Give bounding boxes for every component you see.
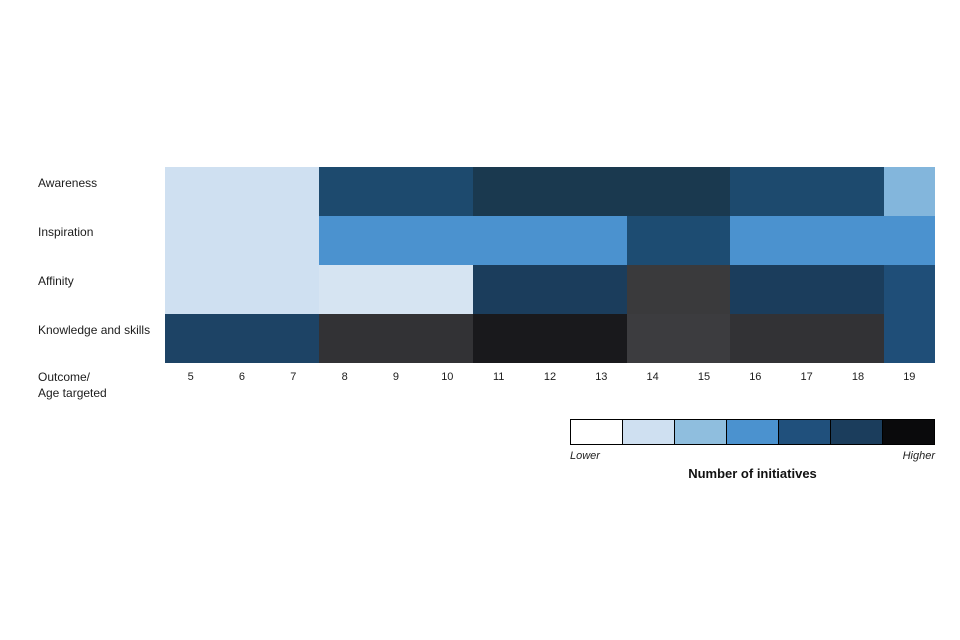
age-label-9: 9 (392, 371, 400, 383)
heatmap-cell-awareness-age-10 (421, 167, 473, 216)
axis-corner-label-line1: Outcome/ (38, 370, 91, 384)
heatmap-cell-affinity-age-13 (575, 265, 627, 314)
age-label-16: 16 (749, 371, 762, 383)
heatmap-cell-inspiration-age-17 (780, 216, 833, 265)
heatmap-cell-awareness-age-15 (678, 167, 730, 216)
age-label-10: 10 (441, 371, 454, 383)
age-axis-labels: 5 6 7 8 9 10 11 12 13 14 15 16 17 18 19 (165, 371, 935, 383)
heatmap-cell-inspiration-age-6 (216, 216, 268, 265)
row-labels: Awareness Inspiration Affinity Knowledge an… (38, 167, 158, 363)
heatmap-cell-inspiration-age-5 (165, 216, 217, 265)
legend-high-label: Higher (902, 450, 935, 462)
heatmap-cell-awareness-age-9 (370, 167, 422, 216)
heatmap-cell-inspiration-age-12 (524, 216, 576, 265)
heatmap-cell-knowledge-and-skills-age-6 (216, 314, 268, 363)
age-label-7: 7 (290, 371, 297, 383)
heatmap-cell-inspiration-age-7 (267, 216, 319, 265)
heatmap-cell-knowledge-and-skills-age-7 (267, 314, 319, 363)
heatmap-cell-inspiration-age-10 (421, 216, 473, 265)
heatmap-cell-affinity-age-19 (883, 265, 935, 314)
heatmap-cell-affinity-age-11 (472, 265, 525, 314)
legend-swatch-1 (570, 419, 623, 445)
legend: Lower Higher Number of initiatives (570, 419, 935, 481)
legend-swatch-6 (830, 419, 883, 445)
heatmap-cell-knowledge-and-skills-age-19 (883, 314, 935, 363)
heatmap-cell-inspiration-age-18 (832, 216, 884, 265)
heatmap-cell-knowledge-and-skills-age-18 (832, 314, 884, 363)
age-label-5: 5 (187, 371, 194, 383)
heatmap-cell-awareness-age-14 (626, 167, 679, 216)
heatmap-cell-affinity-age-10 (421, 265, 473, 314)
heatmap-cell-awareness-age-5 (165, 167, 217, 216)
heatmap-cell-affinity-age-12 (524, 265, 576, 314)
heatmap-cell-awareness-age-11 (472, 167, 525, 216)
heatmap-cell-knowledge-and-skills-age-15 (678, 314, 730, 363)
legend-end-labels: Lower Higher (570, 450, 935, 462)
age-label-14: 14 (646, 371, 659, 383)
row-label-knowledge-and-skills: Knowledge and skills (38, 323, 151, 337)
heatmap-cell-awareness-age-12 (524, 167, 576, 216)
heatmap-cell-affinity-age-18 (832, 265, 884, 314)
age-label-15: 15 (697, 371, 711, 383)
legend-title: Number of initiatives (688, 466, 817, 481)
heatmap-cell-knowledge-and-skills-age-12 (524, 314, 576, 363)
age-label-17: 17 (800, 371, 813, 383)
legend-swatch-7 (882, 419, 935, 445)
age-label-18: 18 (851, 371, 865, 383)
heatmap-cell-affinity-age-6 (216, 265, 268, 314)
age-label-6: 6 (238, 371, 246, 383)
legend-color-strip (570, 419, 935, 445)
age-label-12: 12 (543, 371, 557, 383)
heatmap-cell-awareness-age-18 (832, 167, 884, 216)
heatmap-cell-awareness-age-17 (780, 167, 833, 216)
heatmap-cell-knowledge-and-skills-age-5 (165, 314, 217, 363)
heatmap-cell-affinity-age-15 (678, 265, 730, 314)
heatmap-cell-inspiration-age-8 (318, 216, 371, 265)
heatmap-cell-awareness-age-8 (318, 167, 371, 216)
heatmap-cell-knowledge-and-skills-age-8 (318, 314, 371, 363)
legend-swatch-4 (726, 419, 779, 445)
heatmap-cell-knowledge-and-skills-age-11 (472, 314, 525, 363)
legend-swatch-3 (674, 419, 727, 445)
heatmap-cell-affinity-age-16 (729, 265, 781, 314)
heatmap-cell-knowledge-and-skills-age-17 (780, 314, 833, 363)
heatmap-cell-affinity-age-17 (780, 265, 833, 314)
age-label-13: 13 (595, 371, 608, 383)
heatmap-cell-knowledge-and-skills-age-14 (626, 314, 679, 363)
axis-corner-label: Outcome/ Age targeted (38, 370, 107, 401)
legend-swatch-2 (622, 419, 675, 445)
heatmap-cell-knowledge-and-skills-age-10 (421, 314, 473, 363)
axis-corner-label-line2: Age targeted (38, 385, 107, 400)
heatmap-cell-inspiration-age-19 (883, 216, 935, 265)
age-label-11: 11 (492, 371, 505, 383)
heatmap-cell-knowledge-and-skills-age-16 (729, 314, 781, 363)
heatmap-cell-knowledge-and-skills-age-13 (575, 314, 627, 363)
age-label-19: 19 (903, 371, 916, 383)
row-label-awareness: Awareness (38, 176, 98, 190)
legend-swatch-5 (778, 419, 831, 445)
heatmap-cell-awareness-age-19 (883, 167, 935, 216)
heatmap-cell-affinity-age-7 (267, 265, 319, 314)
heatmap-grid (165, 167, 935, 363)
row-label-affinity: Affinity (38, 274, 74, 288)
heatmap-cell-inspiration-age-11 (472, 216, 525, 265)
legend-low-label: Lower (570, 450, 600, 462)
heatmap-cell-affinity-age-9 (370, 265, 422, 314)
heatmap-cell-affinity-age-8 (318, 265, 371, 314)
heatmap-cell-inspiration-age-14 (626, 216, 679, 265)
heatmap-cell-awareness-age-13 (575, 167, 627, 216)
row-label-inspiration: Inspiration (38, 225, 94, 239)
heatmap-cell-inspiration-age-16 (729, 216, 781, 265)
heatmap-cell-awareness-age-6 (216, 167, 268, 216)
age-label-8: 8 (341, 371, 348, 383)
heatmap-cell-knowledge-and-skills-age-9 (370, 314, 422, 363)
heatmap-cell-inspiration-age-9 (370, 216, 422, 265)
heatmap-cell-inspiration-age-13 (575, 216, 627, 265)
heatmap-cell-inspiration-age-15 (678, 216, 730, 265)
heatmap-cell-affinity-age-14 (626, 265, 679, 314)
heatmap-cell-awareness-age-16 (729, 167, 781, 216)
heatmap-cell-affinity-age-5 (165, 265, 217, 314)
heatmap-cell-awareness-age-7 (267, 167, 319, 216)
